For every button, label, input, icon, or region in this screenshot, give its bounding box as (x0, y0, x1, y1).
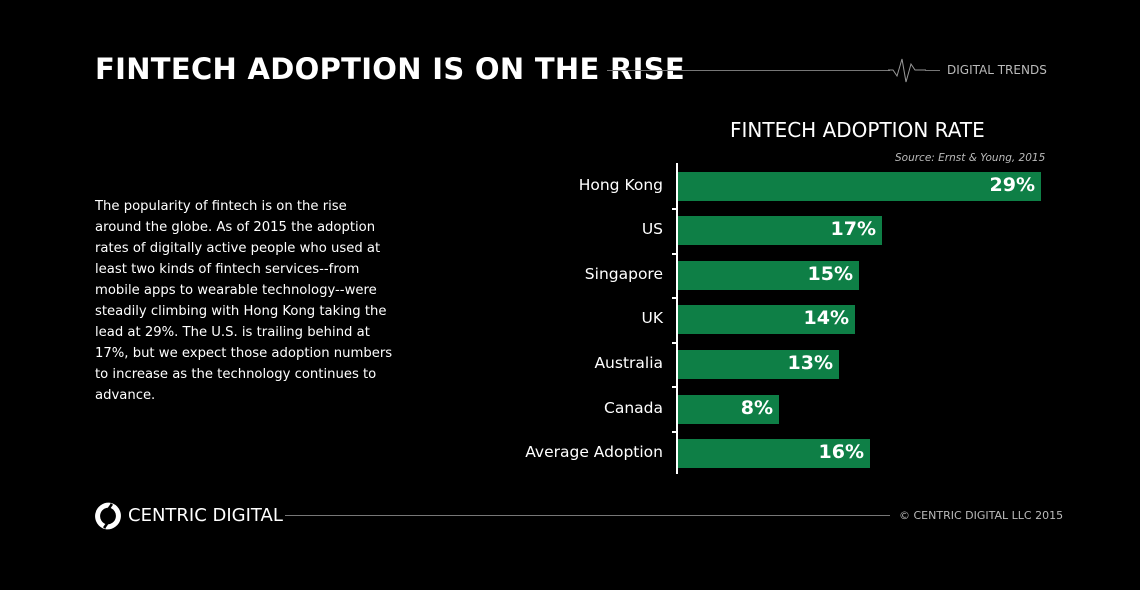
bar-uk: 14% (678, 305, 855, 334)
bar-label: Average Adoption (525, 443, 663, 461)
bar-value: 14% (803, 307, 849, 329)
footer-divider (285, 515, 890, 516)
y-axis-line (676, 163, 678, 474)
bar-label: UK (641, 309, 663, 327)
axis-tick (672, 386, 677, 388)
page-title: FINTECH ADOPTION IS ON THE RISE (95, 52, 685, 86)
chart-source: Source: Ernst & Young, 2015 (895, 152, 1046, 164)
copyright: © CENTRIC DIGITAL LLC 2015 (899, 509, 1064, 522)
bar-label: Hong Kong (578, 176, 663, 194)
bar-value: 16% (818, 441, 864, 463)
description-paragraph: The popularity of fintech is on the rise… (95, 199, 393, 403)
bar-label: Australia (594, 354, 663, 372)
bar-value: 13% (787, 352, 833, 374)
bar-canada: 8% (678, 395, 779, 424)
bar-value: 29% (989, 174, 1035, 196)
bar-hong-kong: 29% (678, 172, 1041, 201)
header-divider-end (925, 70, 940, 71)
header-divider (607, 70, 890, 71)
bar-label: US (641, 220, 663, 238)
axis-tick (672, 342, 677, 344)
section-tag: DIGITAL TRENDS (947, 63, 1047, 77)
axis-tick (672, 431, 677, 433)
bar-singapore: 15% (678, 261, 859, 290)
bar-value: 15% (807, 263, 853, 285)
bar-label: Canada (604, 399, 663, 417)
axis-tick (672, 253, 677, 255)
bar-average: 16% (678, 439, 870, 468)
axis-tick (672, 208, 677, 210)
brand-name: CENTRIC DIGITAL (128, 505, 283, 526)
bar-label: Singapore (584, 265, 663, 283)
bar-value: 17% (830, 218, 876, 240)
bar-australia: 13% (678, 350, 839, 379)
chart-title: FINTECH ADOPTION RATE (730, 118, 985, 142)
bar-value: 8% (740, 397, 773, 419)
bar-us: 17% (678, 216, 882, 245)
centric-logo-icon (95, 502, 121, 530)
pulse-line-icon (888, 58, 926, 83)
axis-tick (672, 297, 677, 299)
